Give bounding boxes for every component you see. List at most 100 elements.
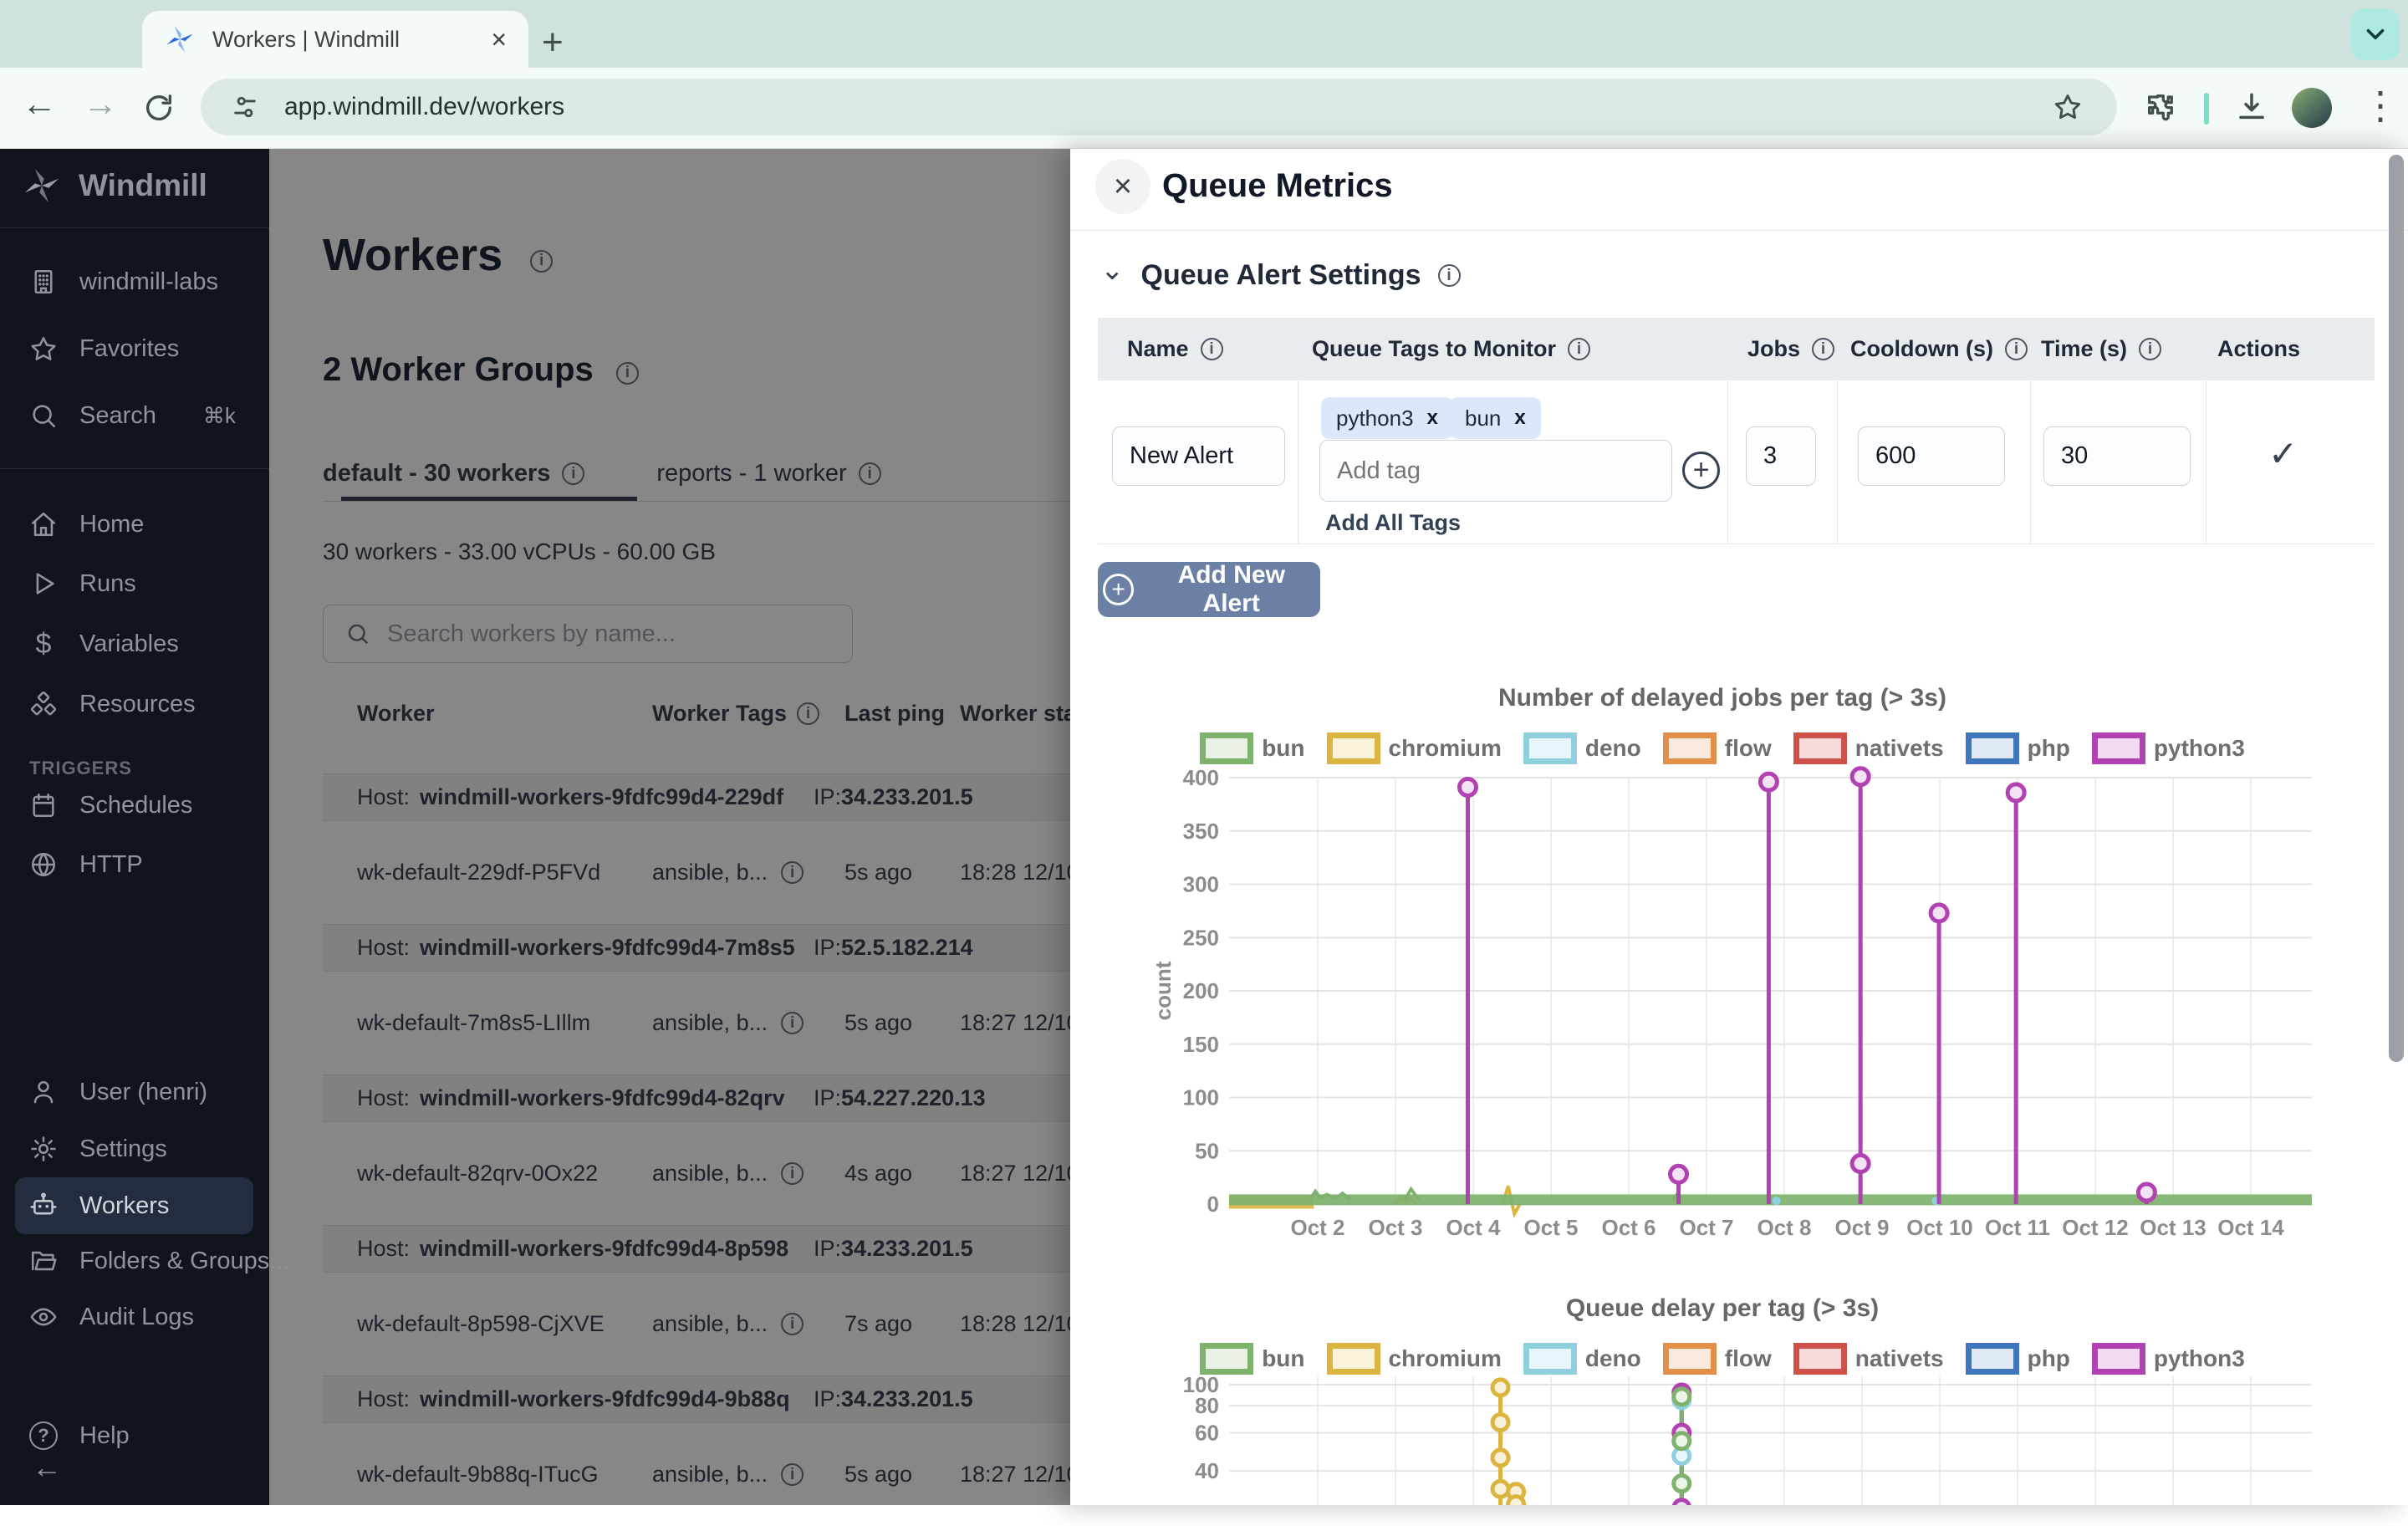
tab-reports-group[interactable]: reports - 1 worker i	[656, 460, 881, 508]
queue-alert-settings-header[interactable]: ⌄ Queue Alert Settings i	[1100, 254, 1461, 292]
sidebar-item-help[interactable]: ? Help	[29, 1416, 130, 1456]
legend-label: chromium	[1388, 735, 1502, 761]
legend-item[interactable]: bun	[1200, 732, 1305, 764]
info-icon[interactable]: i	[781, 861, 804, 884]
legend-item[interactable]: python3	[2091, 1343, 2245, 1375]
search-input[interactable]	[385, 619, 852, 649]
drawer-scrollbar[interactable]	[2389, 155, 2404, 1062]
chevron-down-icon[interactable]: ⌄	[1100, 254, 1125, 287]
runs-label: Runs	[79, 569, 136, 597]
legend-item[interactable]: deno	[1523, 1343, 1641, 1375]
add-all-tags-link[interactable]: Add All Tags	[1325, 510, 1461, 535]
info-icon[interactable]: i	[615, 361, 639, 385]
cooldown-input[interactable]	[1858, 426, 2005, 486]
time-input[interactable]	[2043, 426, 2191, 486]
extensions-puzzle-icon[interactable]	[2144, 90, 2179, 125]
remove-tag-icon[interactable]: x	[1426, 406, 1438, 429]
svg-text:Oct 12: Oct 12	[2062, 1215, 2129, 1240]
legend-swatch	[1662, 732, 1717, 764]
workspace-label: windmill-labs	[79, 268, 218, 295]
legend-item[interactable]: bun	[1200, 1343, 1305, 1375]
bookmark-star-icon[interactable]	[2052, 91, 2084, 123]
sidebar-item-workspace[interactable]: windmill-labs	[29, 262, 218, 302]
svg-text:200: 200	[1183, 978, 1219, 1003]
legend-item[interactable]: chromium	[1326, 1343, 1502, 1375]
info-icon[interactable]: i	[2139, 338, 2162, 360]
tab-default-group[interactable]: default - 30 workers i	[323, 460, 585, 508]
new-tab-button[interactable]: +	[542, 22, 564, 63]
col-name: Name i	[1098, 336, 1298, 362]
sidebar-item-favorites[interactable]: Favorites	[29, 329, 179, 369]
col-actions: Actions	[2217, 336, 2301, 361]
confirm-check-icon[interactable]: ✓	[2268, 434, 2298, 473]
info-icon[interactable]: i	[2004, 338, 2028, 360]
legend-item[interactable]: flow	[1662, 1343, 1772, 1375]
sidebar-active-highlight	[15, 1177, 253, 1234]
col-jobs: Jobs i	[1727, 336, 1837, 362]
legend-swatch	[1965, 732, 2019, 764]
worker-search[interactable]	[323, 605, 853, 663]
legend-item[interactable]: python3	[2091, 732, 2245, 764]
sidebar-item-home[interactable]: Home	[29, 504, 144, 544]
kebab-menu-icon[interactable]: ⋮	[2361, 84, 2400, 127]
download-icon[interactable]	[2234, 90, 2269, 125]
url-text[interactable]: app.windmill.dev/workers	[284, 93, 565, 120]
info-icon[interactable]: i	[781, 1313, 804, 1335]
jobs-input[interactable]	[1746, 426, 1816, 486]
add-new-alert-button[interactable]: + Add New Alert	[1098, 561, 1320, 617]
reload-icon[interactable]	[142, 91, 176, 125]
legend-label: bun	[1262, 735, 1305, 761]
info-icon[interactable]: i	[530, 249, 554, 273]
tune-icon[interactable]	[231, 93, 259, 121]
legend-item[interactable]: php	[1965, 732, 2070, 764]
sidebar-item-search[interactable]: Search ⌘k	[29, 396, 236, 436]
remove-tag-icon[interactable]: x	[1514, 406, 1526, 429]
sidebar-item-runs[interactable]: Runs	[29, 564, 136, 604]
tab-close-icon[interactable]: ×	[491, 24, 507, 54]
sidebar-item-http[interactable]: HTTP	[29, 845, 143, 885]
info-icon[interactable]: i	[781, 1162, 804, 1185]
sidebar-item-audit-logs[interactable]: Audit Logs	[29, 1297, 194, 1337]
legend-item[interactable]: deno	[1523, 732, 1641, 764]
info-icon[interactable]: i	[1200, 338, 1223, 360]
add-tag-plus-icon[interactable]: +	[1682, 452, 1720, 489]
chart2-title: Queue delay per tag (> 3s)	[1565, 1294, 1880, 1322]
windmill-logo[interactable]: Windmill	[23, 167, 207, 204]
sidebar-item-folders-groups[interactable]: Folders & Groups...	[29, 1241, 289, 1281]
legend-item[interactable]: nativets	[1793, 1343, 1944, 1375]
svg-text:300: 300	[1183, 872, 1219, 897]
svg-text:350: 350	[1183, 819, 1219, 844]
legend-label: php	[2027, 735, 2070, 761]
info-icon[interactable]: i	[1568, 338, 1590, 360]
info-icon[interactable]: i	[1812, 338, 1835, 360]
browser-tab[interactable]: Workers | Windmill ×	[142, 11, 528, 68]
sidebar-item-resources[interactable]: Resources	[29, 684, 196, 724]
windmill-logo-icon	[24, 168, 59, 203]
legend-item[interactable]: chromium	[1326, 732, 1502, 764]
drawer-close-button[interactable]: ×	[1095, 159, 1150, 214]
info-icon[interactable]: i	[781, 1463, 804, 1486]
info-icon[interactable]: i	[1437, 264, 1461, 287]
svg-text:Oct 3: Oct 3	[1368, 1215, 1422, 1240]
sidebar-item-variables[interactable]: $ Variables	[29, 624, 179, 664]
sidebar-item-settings[interactable]: Settings	[29, 1129, 167, 1169]
collapse-sidebar-icon[interactable]: ←	[32, 1450, 62, 1484]
back-icon[interactable]: ←	[22, 84, 57, 123]
svg-text:0: 0	[1207, 1192, 1219, 1217]
alert-name-input[interactable]	[1112, 426, 1285, 486]
url-bar[interactable]: app.windmill.dev/workers	[201, 79, 2117, 135]
info-icon[interactable]: i	[562, 462, 585, 485]
sidebar-item-schedules[interactable]: Schedules	[29, 785, 192, 825]
sidebar-item-user[interactable]: User (henri)	[29, 1072, 207, 1112]
add-tag-input[interactable]	[1319, 440, 1672, 502]
info-icon[interactable]: i	[781, 1012, 804, 1034]
legend-item[interactable]: php	[1965, 1343, 2070, 1375]
info-icon[interactable]: i	[858, 462, 881, 485]
profile-avatar[interactable]	[2292, 88, 2332, 128]
sidebar-item-workers[interactable]: Workers	[29, 1186, 169, 1226]
info-icon[interactable]: i	[797, 702, 820, 725]
legend-item[interactable]: nativets	[1793, 732, 1944, 764]
legend-item[interactable]: flow	[1662, 732, 1772, 764]
divider	[1070, 230, 2408, 231]
window-chevron-button[interactable]	[2351, 8, 2400, 60]
